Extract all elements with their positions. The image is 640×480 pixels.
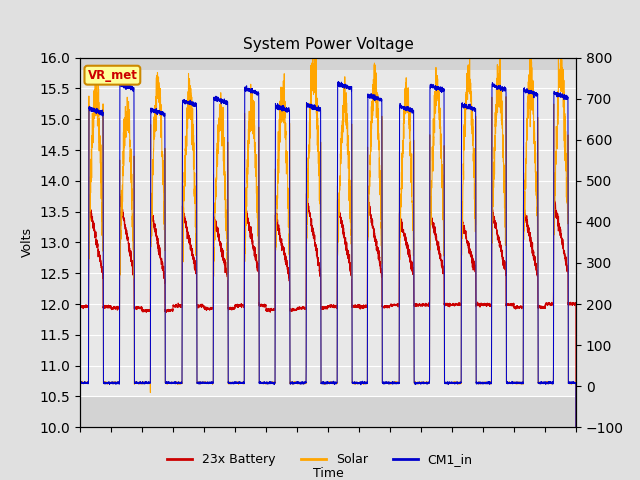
Bar — [80, 70, 576, 396]
Text: VR_met: VR_met — [88, 69, 138, 82]
Y-axis label: Volts: Volts — [21, 228, 34, 257]
Title: System Power Voltage: System Power Voltage — [243, 37, 413, 52]
Legend: 23x Battery, Solar, CM1_in: 23x Battery, Solar, CM1_in — [163, 448, 477, 471]
X-axis label: Time: Time — [312, 468, 344, 480]
